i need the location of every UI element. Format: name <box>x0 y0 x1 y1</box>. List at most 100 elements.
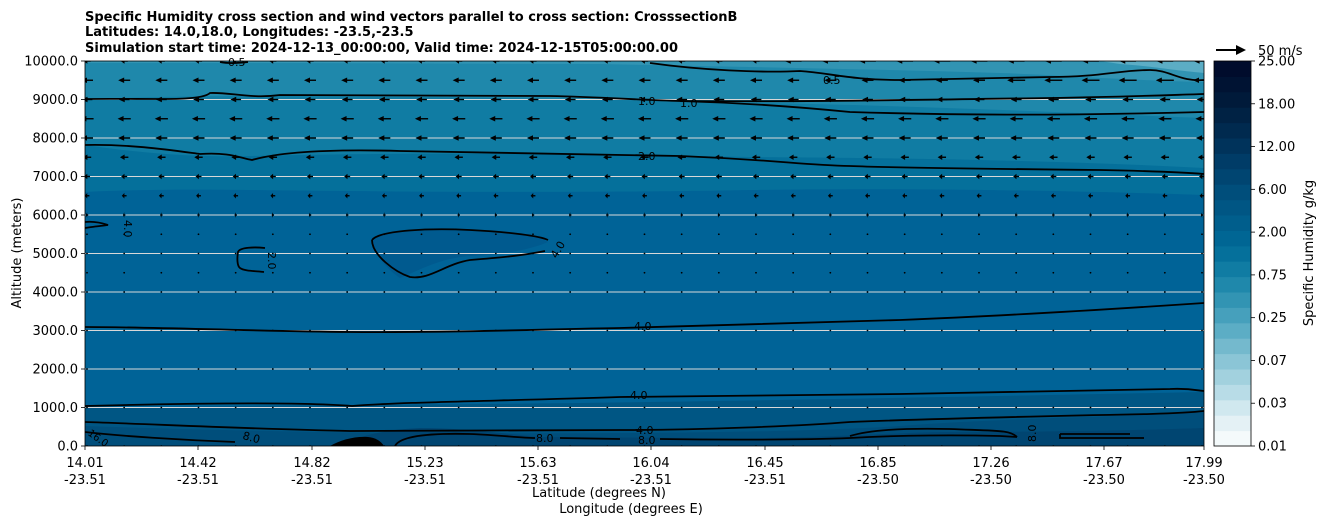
wind-vector <box>787 96 794 103</box>
wind-vector <box>346 252 349 255</box>
wind-vector <box>978 252 980 255</box>
contour-2.0-upper <box>85 143 1204 175</box>
y-tick-label: 4000.0 <box>33 286 79 301</box>
wind-vector <box>271 212 273 218</box>
wind-vector <box>494 368 497 370</box>
wind-vector <box>973 135 979 141</box>
wind-vector <box>271 271 274 274</box>
wind-vector <box>601 77 608 84</box>
wind-vector <box>675 115 682 122</box>
wind-vector <box>532 233 534 236</box>
wind-vector <box>266 135 273 141</box>
wind-vector <box>490 96 497 103</box>
wind-vector <box>569 291 572 293</box>
wind-vector <box>643 368 646 370</box>
wind-vector <box>234 329 237 332</box>
contour-label: 8.0 <box>536 432 554 445</box>
wind-vector <box>787 135 794 141</box>
wind-vector <box>678 61 683 64</box>
wind-vector <box>940 271 943 274</box>
quiver-key-arrowhead <box>1236 45 1246 55</box>
wind-vector <box>304 135 310 141</box>
wind-vector <box>1159 96 1166 103</box>
wind-vector <box>829 406 832 409</box>
wind-vector <box>529 61 534 64</box>
wind-vector <box>606 233 609 236</box>
wind-vector <box>378 96 385 103</box>
wind-vector <box>85 115 87 122</box>
wind-vector <box>453 96 460 103</box>
colorbar-tick-label: 0.01 <box>1258 440 1287 455</box>
wind-vector <box>304 96 311 103</box>
wind-vector <box>383 233 386 236</box>
wind-vector <box>418 173 422 180</box>
wind-vector <box>606 212 608 218</box>
x-tick-label-lat: 17.99 <box>1185 456 1222 471</box>
wind-vector <box>901 173 905 180</box>
contour-label: 0.5 <box>823 74 841 87</box>
wind-vector <box>751 154 757 161</box>
wind-vector <box>1015 329 1018 332</box>
colorbar-tick-label: 0.25 <box>1258 311 1287 326</box>
wind-vector <box>903 271 906 274</box>
wind-vector <box>752 61 757 64</box>
wind-vector <box>455 61 460 64</box>
wind-vector <box>978 271 980 274</box>
wind-vector <box>712 115 719 122</box>
quiver-key: 50 m/s <box>1216 44 1303 59</box>
wind-vector <box>1052 233 1055 236</box>
wind-vector <box>640 61 645 64</box>
wind-vector <box>1193 61 1200 64</box>
wind-vector <box>791 212 794 218</box>
wind-vector <box>977 212 980 218</box>
wind-vector <box>755 233 757 236</box>
wind-vector <box>1119 61 1126 64</box>
colorbar-segment <box>1214 369 1251 385</box>
x-tick-label-lat: 16.45 <box>746 456 783 471</box>
wind-vector <box>792 271 795 274</box>
colorbar-segment <box>1214 168 1251 185</box>
wind-vector <box>309 329 311 332</box>
title-line-2: Latitudes: 14.0,18.0, Longitudes: -23.5,… <box>85 25 414 40</box>
wind-vector <box>160 212 162 218</box>
wind-vector <box>196 192 199 199</box>
x-tick-label-lon: -23.51 <box>291 473 333 488</box>
contour-4.0-low <box>85 410 1204 432</box>
wind-vector <box>976 173 980 180</box>
wind-vector <box>569 368 572 370</box>
wind-vector <box>717 406 720 409</box>
wind-vector <box>643 406 646 409</box>
wind-vector <box>532 271 534 274</box>
wind-vector <box>123 233 126 236</box>
wind-vector <box>154 115 161 122</box>
wind-vector <box>1201 252 1203 255</box>
wind-vector <box>1015 406 1018 409</box>
wind-vector <box>85 77 87 84</box>
y-tick-label: 5000.0 <box>33 247 79 262</box>
wind-vector <box>1052 252 1055 255</box>
wind-vector <box>532 368 534 370</box>
wind-vector <box>1126 233 1129 236</box>
wind-vector <box>532 252 534 255</box>
wind-vector <box>86 368 88 370</box>
wind-vector <box>1201 406 1203 409</box>
wind-vector <box>155 135 162 141</box>
wind-vector <box>341 135 348 141</box>
wind-vector <box>234 291 237 293</box>
wind-vector <box>120 61 125 64</box>
wind-vector <box>940 406 943 409</box>
wind-vector <box>675 77 682 84</box>
contour-lines <box>85 61 1204 446</box>
wind-vector <box>229 77 236 84</box>
y-tick-label: 2000.0 <box>33 363 79 378</box>
wind-vector <box>85 135 87 141</box>
wind-vector <box>1162 192 1166 199</box>
wind-vector <box>676 96 683 103</box>
wind-vector <box>454 154 460 161</box>
wind-vector <box>532 329 534 332</box>
x-tick-label-lon: -23.50 <box>1083 473 1125 488</box>
colorbar-label: Specific Humidity g/kg <box>1302 180 1317 326</box>
wind-vector <box>569 233 572 236</box>
wind-vector <box>383 406 386 409</box>
wind-vector <box>1089 291 1092 293</box>
